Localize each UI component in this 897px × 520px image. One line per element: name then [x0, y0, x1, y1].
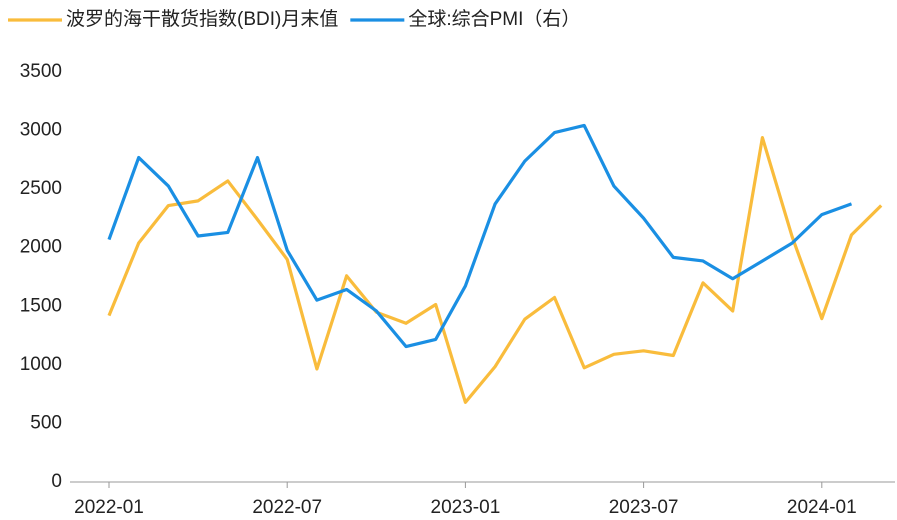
y-tick-label: 2000	[20, 237, 62, 258]
legend-label: 全球:综合PMI（右）	[408, 8, 580, 30]
y-tick-label: 2500	[20, 178, 62, 199]
y-tick-label: 3500	[20, 61, 62, 82]
y-tick-label: 500	[30, 412, 62, 433]
x-tick-label: 2023-01	[431, 497, 501, 518]
series-line	[107, 123, 853, 349]
series-line	[107, 136, 883, 404]
y-tick-label: 0	[51, 471, 62, 492]
x-tick-label: 2024-01	[787, 497, 857, 518]
y-tick-label: 1500	[20, 295, 62, 316]
x-tick-label: 2023-07	[609, 497, 679, 518]
y-tick-label: 1000	[20, 354, 62, 375]
x-tick-label: 2022-01	[74, 497, 144, 518]
legend-label: 波罗的海干散货指数(BDI)月末值	[66, 8, 338, 30]
y-tick-label: 3000	[20, 120, 62, 141]
x-tick-label: 2022-07	[252, 497, 322, 518]
